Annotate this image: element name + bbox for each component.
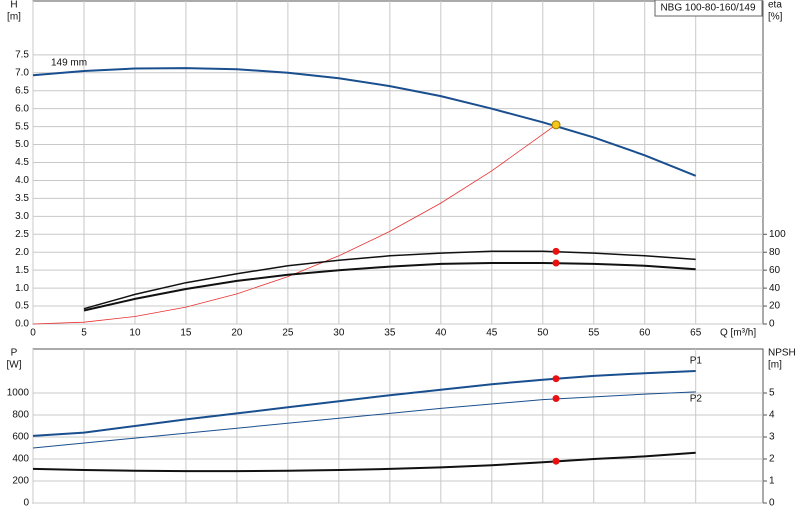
y-tick-label: 600 (12, 432, 29, 443)
y2-tick-label: 1 (769, 476, 775, 487)
y-tick-label: 4.0 (15, 175, 29, 186)
y2-axis-label: eta (768, 0, 782, 11)
y2-axis-unit: [%] (768, 12, 783, 23)
y-tick-label: 0 (23, 498, 29, 509)
series-label: 149 mm (51, 58, 87, 69)
curve (32, 391, 696, 449)
y-axis-unit: [W] (7, 360, 22, 371)
y2-tick-label: 4 (769, 410, 775, 421)
x-axis-label: Q [m³/h] (720, 328, 756, 339)
y2-tick-label: 5 (769, 388, 775, 399)
y-tick-label: 0.5 (15, 301, 29, 312)
y-tick-label: 2.5 (15, 229, 29, 240)
series-label: P2 (690, 394, 703, 405)
x-tick-label: 60 (639, 328, 651, 339)
title-box (654, 0, 763, 17)
curve (32, 370, 696, 437)
x-tick-label: 65 (690, 328, 702, 339)
y-tick-label: 5.5 (15, 121, 29, 132)
y2-tick-label: 0 (769, 319, 775, 330)
y-tick-label: 3.5 (15, 193, 29, 204)
x-tick-label: 45 (486, 328, 498, 339)
y-tick-label: 6.5 (15, 85, 29, 96)
y-tick-label: 3.0 (15, 211, 29, 222)
x-tick-label: 0 (30, 328, 36, 339)
x-tick-label: 30 (333, 328, 345, 339)
x-tick-label: 20 (231, 328, 243, 339)
y2-tick-label: 40 (769, 283, 781, 294)
y-tick-label: 1.5 (15, 265, 29, 276)
y-tick-label: 5.0 (15, 139, 29, 150)
curve (32, 67, 697, 177)
y-tick-label: 1000 (7, 388, 30, 399)
curve (83, 250, 696, 310)
chart-title: NBG 100-80-160/149 (660, 3, 756, 14)
y2-tick-label: 20 (769, 301, 781, 312)
y-tick-label: 7.5 (15, 49, 29, 60)
y-tick-label: 7.0 (15, 67, 29, 78)
x-tick-label: 40 (435, 328, 447, 339)
x-tick-label: 10 (129, 328, 141, 339)
y2-axis-unit: [m] (768, 360, 782, 371)
x-tick-label: 25 (282, 328, 294, 339)
y-axis-label: H (10, 0, 17, 11)
y-axis-label: P (11, 348, 18, 359)
y-tick-label: 200 (12, 476, 29, 487)
y2-tick-label: 100 (769, 229, 786, 240)
point-marker (552, 375, 560, 383)
curve (32, 124, 557, 325)
x-tick-label: 50 (537, 328, 549, 339)
series-label: P1 (690, 356, 703, 367)
point-marker (552, 247, 560, 255)
point-marker (552, 395, 560, 402)
y-tick-label: 2.0 (15, 247, 29, 258)
x-tick-label: 15 (180, 328, 192, 339)
y2-tick-label: 60 (769, 265, 781, 276)
y-tick-label: 800 (12, 410, 29, 421)
x-tick-label: 5 (81, 328, 87, 339)
y2-tick-label: 0 (769, 498, 775, 509)
y2-tick-label: 2 (769, 454, 775, 465)
y-tick-label: 0.0 (15, 319, 29, 330)
y-tick-label: 6.0 (15, 103, 29, 114)
y2-tick-label: 80 (769, 247, 781, 258)
y2-axis-label: NPSH (768, 348, 796, 359)
point-marker (552, 457, 560, 465)
y-tick-label: 400 (12, 454, 29, 465)
point-marker (552, 259, 560, 267)
x-tick-label: 35 (384, 328, 396, 339)
plot-area (32, 348, 764, 504)
curve (32, 451, 696, 473)
curve (83, 262, 696, 312)
y-tick-label: 1.0 (15, 283, 29, 294)
y2-tick-label: 3 (769, 432, 775, 443)
point-marker (551, 120, 561, 130)
y-axis-unit: [m] (7, 12, 21, 23)
y-tick-label: 4.5 (15, 157, 29, 168)
x-tick-label: 55 (588, 328, 600, 339)
